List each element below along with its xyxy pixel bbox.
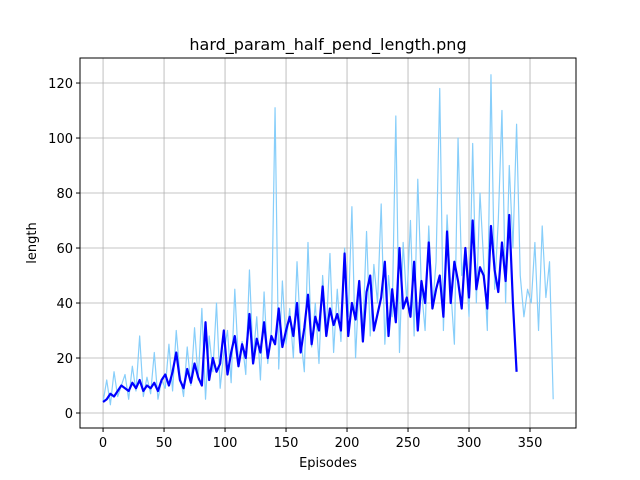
chart-title: hard_param_half_pend_length.png (189, 35, 466, 55)
axes-frame (79, 57, 577, 429)
series-line (102, 74, 554, 406)
x-tick-label: 200 (335, 436, 360, 451)
y-tick-label: 40 (56, 297, 73, 312)
ticks: 0 50 100 150 200 250 300 350 0 20 40 60 80 100 120 (48, 77, 542, 451)
x-tick-label: 250 (396, 436, 421, 451)
x-tick-label: 300 (457, 436, 482, 451)
series-line (102, 213, 518, 403)
y-tick-label: 100 (48, 132, 73, 147)
x-tick-label: 150 (274, 436, 299, 451)
y-tick-label: 80 (56, 187, 73, 202)
x-tick-label: 100 (213, 436, 238, 451)
y-tick-label: 60 (56, 242, 73, 257)
x-tick-label: 0 (99, 436, 107, 451)
y-tick-label: 0 (65, 407, 73, 422)
y-tick-label: 20 (56, 352, 73, 367)
y-tick-label: 120 (48, 77, 73, 92)
x-tick-label: 50 (156, 436, 173, 451)
y-axis-label: length (25, 222, 40, 263)
plot-area (102, 74, 554, 406)
x-tick-label: 350 (518, 436, 543, 451)
x-axis-label: Episodes (299, 456, 357, 471)
